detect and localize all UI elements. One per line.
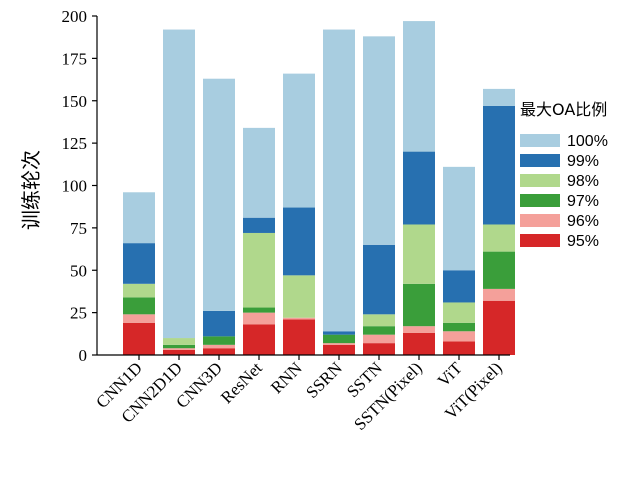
bar-segment	[483, 251, 515, 289]
bar-segment	[483, 300, 515, 355]
bars	[123, 21, 515, 355]
bar-segment	[243, 307, 275, 313]
bar-segment	[283, 207, 315, 276]
legend-swatch	[520, 134, 560, 147]
bar-stack	[243, 127, 275, 355]
x-tick-label: ResNet	[217, 358, 266, 407]
bar-stack	[323, 29, 355, 355]
bar-segment	[323, 331, 355, 335]
bar-segment	[403, 283, 435, 327]
bar-segment	[243, 127, 275, 218]
bar-stack	[443, 166, 475, 355]
bar-segment	[403, 326, 435, 333]
bar-segment	[123, 297, 155, 315]
bar-segment	[243, 312, 275, 325]
bar-segment	[443, 166, 475, 271]
bar-segment	[443, 270, 475, 303]
bar-segment	[443, 322, 475, 332]
bar-segment	[443, 341, 475, 355]
legend-label: 99%	[567, 153, 599, 170]
y-axis-label: 训练轮次	[19, 150, 43, 230]
bar-segment	[163, 349, 195, 355]
bar-segment	[203, 310, 235, 337]
legend-title: 最大OA比例	[520, 100, 607, 119]
bar-segment	[163, 29, 195, 339]
bar-segment	[363, 36, 395, 245]
y-tick-label: 25	[70, 304, 87, 323]
bar-segment	[163, 338, 195, 345]
bar-segment	[243, 324, 275, 355]
bar-segment	[483, 88, 515, 106]
y-tick-label: 200	[62, 7, 88, 26]
y-tick-label: 0	[79, 346, 88, 365]
legend-label: 96%	[567, 213, 599, 230]
y-ticks: 0 25 50 75 100 125 150 175 200	[62, 7, 97, 365]
y-tick-label: 175	[62, 49, 88, 68]
legend-label: 98%	[567, 173, 599, 190]
bar-stack	[163, 29, 195, 355]
bar-segment	[203, 78, 235, 311]
bar-segment	[203, 344, 235, 349]
bar-segment	[483, 288, 515, 301]
bar-segment	[363, 343, 395, 355]
bar-segment	[203, 348, 235, 355]
bar-segment	[403, 151, 435, 225]
bar-segment	[483, 105, 515, 225]
bar-segment	[283, 319, 315, 355]
x-tick-label: SSRN	[302, 358, 346, 402]
bar-segment	[123, 243, 155, 284]
bar-stack	[363, 36, 395, 355]
legend-label: 95%	[567, 233, 599, 250]
bar-segment	[403, 224, 435, 284]
legend-swatch	[520, 154, 560, 167]
legend-swatch	[520, 214, 560, 227]
bar-segment	[443, 302, 475, 323]
bar-segment	[163, 344, 195, 349]
legend: 最大OA比例 100% 99% 98% 97% 96% 95%	[520, 100, 608, 250]
legend-items: 100% 99% 98% 97% 96% 95%	[520, 133, 608, 250]
bar-stack	[483, 88, 515, 355]
bar-segment	[363, 326, 395, 335]
bar-segment	[123, 322, 155, 355]
bar-segment	[123, 283, 155, 298]
bar-segment	[403, 332, 435, 355]
y-tick-label: 75	[70, 219, 87, 238]
legend-swatch	[520, 174, 560, 187]
x-tick-label: RNN	[267, 358, 306, 397]
y-tick-label: 100	[62, 177, 88, 196]
x-tick-label: ViT	[434, 358, 467, 391]
bar-segment	[243, 232, 275, 308]
bar-segment	[443, 331, 475, 342]
bar-segment	[363, 244, 395, 315]
legend-swatch	[520, 194, 560, 207]
bar-segment	[283, 73, 315, 208]
bar-stack	[403, 21, 435, 355]
bar-stack	[283, 73, 315, 355]
legend-label: 100%	[567, 133, 608, 150]
bar-segment	[363, 314, 395, 327]
bar-segment	[243, 217, 275, 233]
bar-segment	[123, 314, 155, 323]
bar-segment	[323, 343, 355, 345]
bar-segment	[283, 317, 315, 320]
bar-segment	[323, 334, 355, 344]
bar-stack	[123, 192, 155, 355]
bar-segment	[403, 21, 435, 152]
y-tick-label: 50	[70, 261, 87, 280]
y-tick-label: 125	[62, 134, 88, 153]
bar-segment	[163, 348, 195, 350]
legend-swatch	[520, 234, 560, 247]
bar-stack	[203, 78, 235, 355]
bar-segment	[123, 192, 155, 244]
legend-label: 97%	[567, 193, 599, 210]
bar-segment	[323, 344, 355, 355]
y-tick-label: 150	[62, 92, 88, 111]
bar-segment	[323, 29, 355, 332]
bar-segment	[363, 334, 395, 344]
bar-segment	[283, 275, 315, 318]
bar-segment	[203, 336, 235, 345]
bar-segment	[483, 224, 515, 252]
